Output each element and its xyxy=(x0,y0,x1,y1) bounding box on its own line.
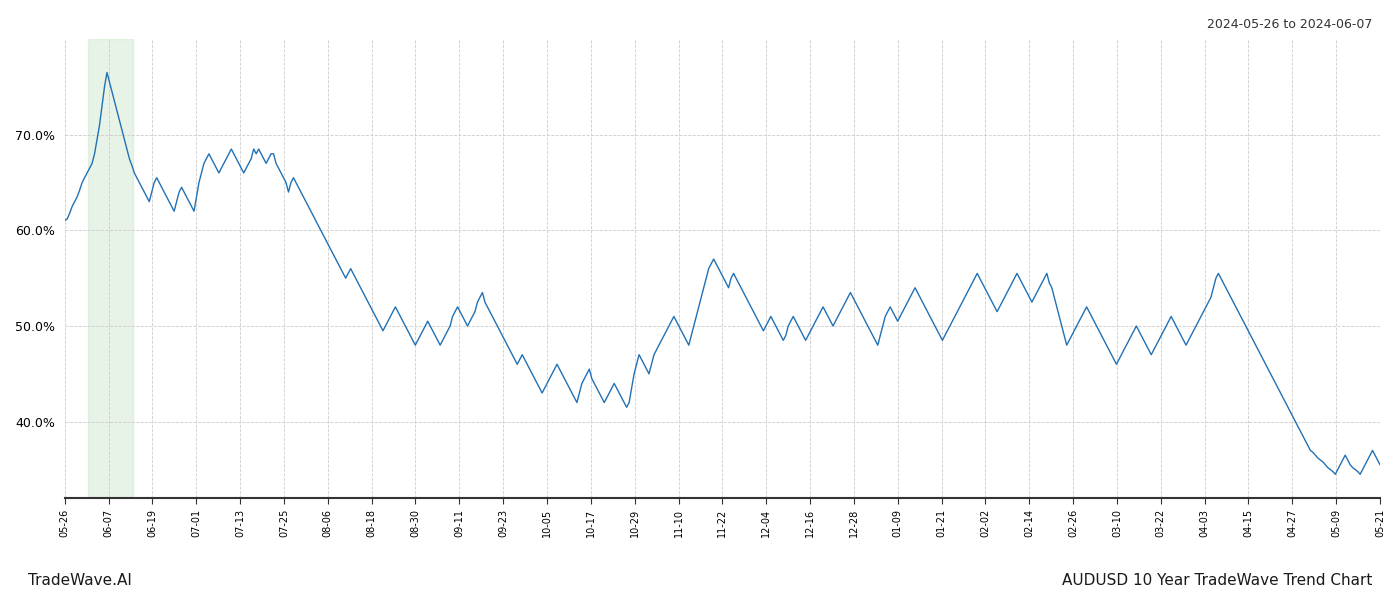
Text: 2024-05-26 to 2024-06-07: 2024-05-26 to 2024-06-07 xyxy=(1207,18,1372,31)
Text: AUDUSD 10 Year TradeWave Trend Chart: AUDUSD 10 Year TradeWave Trend Chart xyxy=(1061,573,1372,588)
Bar xyxy=(88,39,133,498)
Text: TradeWave.AI: TradeWave.AI xyxy=(28,573,132,588)
